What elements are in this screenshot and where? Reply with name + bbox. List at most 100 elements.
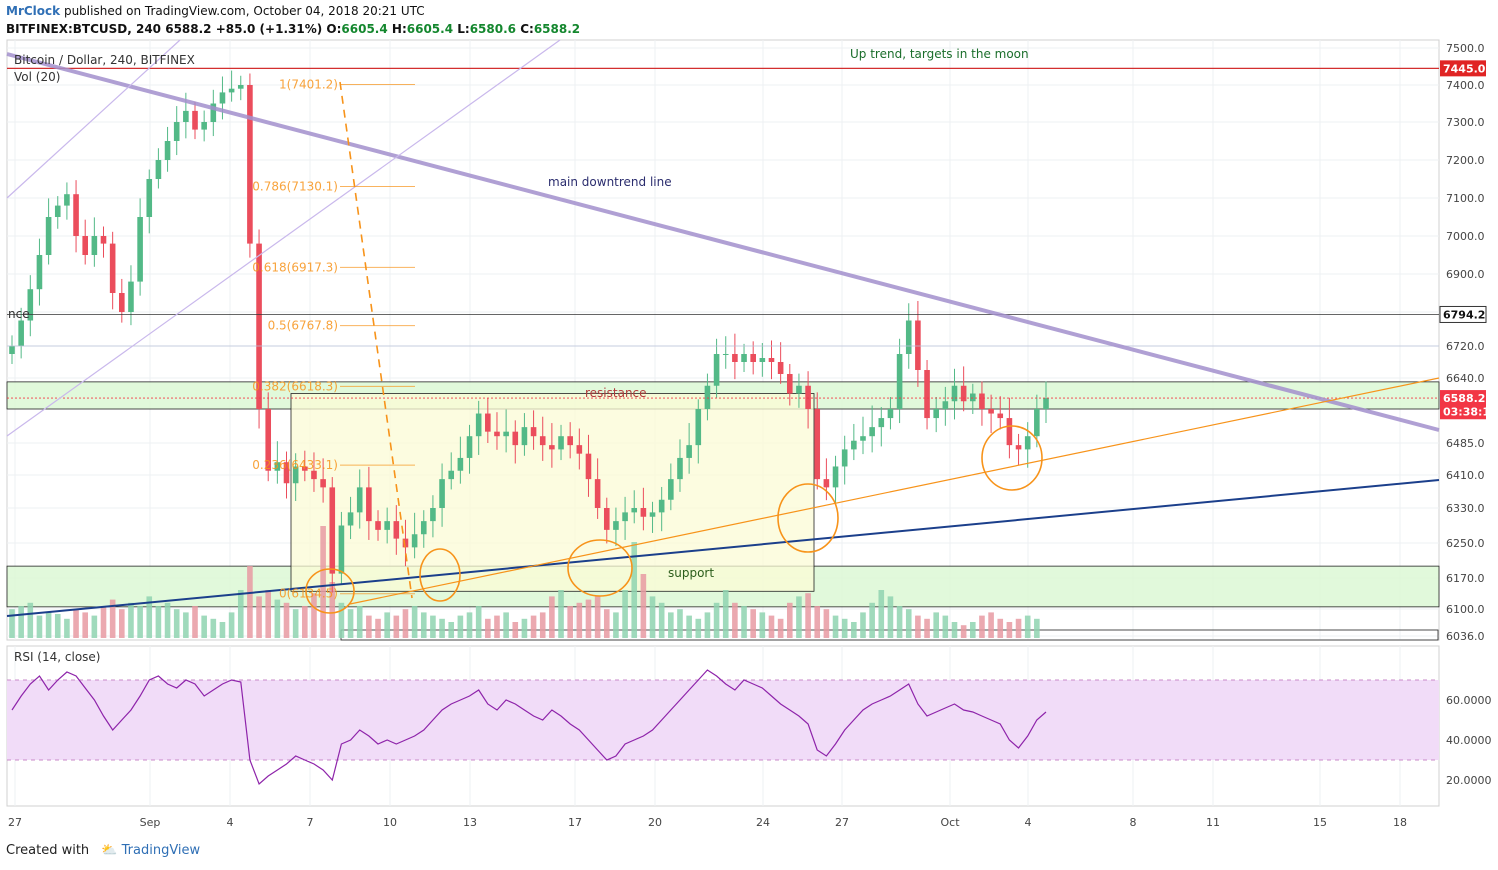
candle-body (585, 453, 592, 480)
footer: Created with ⛅ TradingView (6, 843, 200, 858)
candle-body (613, 521, 619, 530)
rsi-tick-label: 60.0000 (1446, 694, 1492, 707)
downtrend-line (6, 52, 1440, 432)
candle-body (228, 88, 235, 93)
price-tick-label: 6900.0 (1446, 268, 1485, 281)
price-tick-label: 6036.0 (1446, 630, 1485, 643)
candle-body (979, 393, 985, 409)
open-value: 6605.4 (341, 22, 388, 36)
circle-annotation (419, 548, 461, 602)
close-label: C: (520, 22, 534, 36)
candle-body (576, 445, 583, 454)
candle-body (45, 217, 52, 255)
volume-bar (951, 622, 958, 638)
candle-body (905, 320, 912, 354)
candle-body (878, 418, 885, 428)
volume-bar (210, 618, 217, 638)
time-tick-label: 27 (8, 816, 22, 829)
axes: 7500.0 7400.0 7300.0 7200.0 7100.0 7000.0 6900… (8, 42, 1498, 829)
candle-body (851, 440, 857, 450)
volume-bar (741, 606, 747, 638)
price-tick-label: 6485.0 (1446, 437, 1485, 450)
volume-bar (192, 606, 198, 638)
volume-bar (960, 625, 967, 638)
price-tick-label: 6720.0 (1446, 340, 1485, 353)
grid (7, 40, 1439, 806)
candle-body (338, 525, 345, 574)
candle-body (750, 354, 756, 362)
candle-body (393, 521, 400, 539)
candle-body (292, 466, 299, 484)
fib-diagonal (339, 81, 413, 599)
volume-bar (814, 606, 821, 638)
price-chart[interactable]: 1(7401.2) 0.786(7130.1) 0.618(6917.3) 0.5(6… (0, 38, 1498, 843)
volume-bar (558, 590, 564, 638)
volume-bar (219, 622, 226, 638)
volume-bar (924, 618, 930, 638)
range-box (290, 393, 815, 592)
volume-bar (860, 612, 866, 638)
candle-body (887, 409, 894, 419)
candle-body (192, 110, 198, 130)
volume-bar (1024, 615, 1031, 638)
time-tick-label: 17 (568, 816, 582, 829)
volume-bar (622, 590, 628, 638)
candle-body (54, 205, 61, 217)
volume-bar (45, 612, 52, 638)
candle-body (100, 236, 107, 244)
volume-bar (393, 615, 400, 638)
volume-bar (878, 590, 885, 638)
candle-body (1015, 445, 1022, 450)
volume-bar (448, 622, 455, 638)
created-with-text: Created with (6, 843, 90, 858)
candle-body (668, 479, 674, 500)
time-tick-label: 24 (756, 816, 770, 829)
candle-body (860, 436, 866, 441)
candle-body (951, 385, 958, 402)
candle-body (109, 243, 116, 293)
volume-bar (549, 596, 555, 638)
volume-bar (36, 615, 43, 638)
candle-body (356, 487, 363, 513)
candle-body (805, 385, 811, 409)
volume-bar (594, 596, 601, 638)
volume-bar (9, 609, 15, 638)
candle-body (155, 160, 162, 179)
candle-body (274, 462, 281, 471)
author-link[interactable]: MrClock (6, 4, 61, 18)
price-badge (1440, 390, 1486, 407)
volume-bar (494, 615, 500, 638)
candle-body (549, 445, 555, 450)
candle-body (1024, 436, 1031, 450)
price-tick-label: 7300.0 (1446, 116, 1485, 129)
volume-bar (805, 593, 811, 638)
volume-bar (988, 612, 994, 638)
volume-bar (100, 606, 107, 638)
tradingview-logo-link[interactable]: ⛅ TradingView (101, 843, 201, 858)
volume-bar (155, 606, 162, 638)
candle-body (521, 427, 528, 446)
volume-bar (603, 609, 610, 638)
volume-bar (128, 602, 134, 638)
volume-bar (54, 614, 61, 638)
candle-body (384, 521, 390, 530)
volume-bar (137, 606, 143, 638)
candle-body (128, 281, 134, 312)
volume-bar (411, 606, 418, 638)
volume-bar (338, 602, 345, 638)
low-label: L: (457, 22, 470, 36)
volume-bar (1034, 618, 1040, 638)
uptrend-note: Up trend, targets in the moon (850, 47, 1029, 61)
price-tick-label: 6640.0 (1446, 372, 1485, 385)
volume-bar (786, 602, 793, 638)
volume-bar (631, 542, 638, 638)
candle-body (119, 293, 125, 312)
volume-bar (933, 612, 939, 638)
blue-uptrend-line (6, 479, 1440, 617)
candle-body (283, 462, 290, 484)
time-tick-label: 7 (307, 816, 314, 829)
candle-body (164, 141, 171, 160)
circle-annotation (981, 425, 1043, 491)
volume-bar (475, 606, 482, 638)
volume-bar (329, 582, 336, 638)
